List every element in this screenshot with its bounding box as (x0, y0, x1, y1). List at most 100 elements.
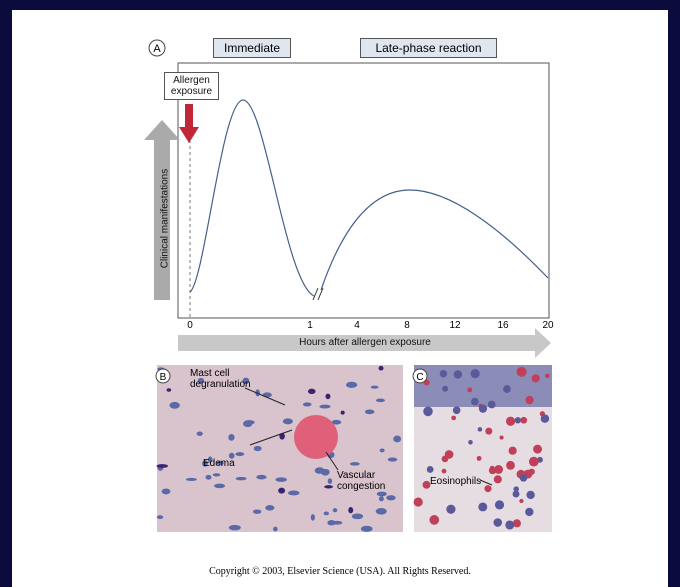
x-tick-label: 1 (307, 320, 313, 331)
x-axis-label: Hours after allergen exposure (230, 337, 500, 348)
cell (541, 414, 549, 422)
cell (520, 417, 527, 424)
page: A B C Copyright © 2003, Elsevier Science… (0, 0, 680, 587)
micrograph-b (157, 365, 403, 532)
nucleus (169, 402, 179, 409)
cell (442, 386, 448, 392)
cell (525, 396, 533, 404)
nucleus (156, 464, 168, 468)
nucleus (333, 508, 337, 512)
nucleus (162, 488, 171, 494)
nucleus (235, 452, 244, 456)
nucleus (315, 467, 325, 474)
nucleus (283, 418, 293, 424)
cell (545, 374, 550, 379)
cell (446, 505, 455, 514)
x-tick-label: 20 (542, 320, 554, 331)
nucleus (303, 402, 312, 406)
cell (506, 417, 515, 426)
nucleus (206, 475, 212, 480)
panel-label: C (416, 372, 423, 383)
x-tick-label: 16 (497, 320, 509, 331)
nucleus (275, 477, 287, 482)
cell (493, 518, 502, 527)
nucleus (377, 492, 387, 497)
cell (488, 401, 496, 409)
cell (526, 491, 534, 499)
nucleus (265, 505, 274, 511)
cell (414, 497, 423, 506)
nucleus (278, 488, 285, 494)
nucleus (371, 386, 379, 389)
phase-label: Late-phase reaction (360, 38, 497, 58)
y-axis-label: Clinical manifestations (160, 159, 171, 279)
cell (484, 485, 491, 492)
nucleus (393, 436, 401, 443)
cell (477, 456, 482, 461)
annotation: Edema (203, 458, 235, 469)
cell (478, 427, 483, 432)
cell (495, 500, 504, 509)
cell (423, 407, 433, 417)
figure: A B C Copyright © 2003, Elsevier Science… (0, 0, 680, 587)
nucleus (378, 366, 383, 371)
cell (509, 447, 517, 455)
nucleus (327, 520, 335, 525)
cell (427, 466, 434, 473)
nucleus (319, 405, 330, 409)
cell (515, 417, 521, 423)
plot-frame (178, 63, 549, 318)
cell (490, 466, 495, 471)
nucleus (228, 434, 234, 441)
nucleus (325, 394, 330, 400)
nucleus (341, 411, 345, 415)
nucleus (157, 515, 163, 519)
cell (503, 385, 511, 393)
nucleus (376, 508, 387, 515)
cell (517, 367, 527, 377)
nucleus (243, 420, 252, 427)
exposure-label: Allergen exposure (164, 72, 219, 100)
nucleus (386, 495, 395, 500)
nucleus (186, 478, 197, 481)
nucleus (263, 392, 272, 397)
x-tick-label: 8 (404, 320, 410, 331)
nucleus (346, 382, 357, 388)
nucleus (379, 496, 384, 501)
nucleus (197, 431, 203, 435)
nucleus (380, 448, 385, 452)
cell (525, 508, 533, 516)
nucleus (324, 485, 333, 488)
cell (505, 520, 514, 529)
cell (494, 475, 502, 483)
cell (529, 457, 539, 467)
exposure-arrow (179, 104, 199, 143)
nucleus (213, 473, 220, 476)
cell (467, 387, 472, 392)
nucleus (350, 462, 360, 466)
nucleus (273, 527, 278, 532)
cell (519, 499, 523, 503)
cell (479, 405, 487, 413)
copyright: Copyright © 2003, Elsevier Science (USA)… (209, 566, 471, 577)
panel-label: B (160, 372, 167, 383)
cell (520, 474, 527, 481)
cell (440, 370, 447, 377)
nucleus (328, 478, 332, 484)
panel-label: A (153, 43, 161, 55)
nucleus (324, 512, 329, 516)
cell (529, 469, 535, 475)
cell (468, 440, 473, 445)
nucleus (348, 507, 353, 513)
nucleus (236, 477, 247, 480)
annotation: Vascular congestion (337, 470, 397, 492)
vessel (294, 415, 338, 459)
phase-label: Immediate (213, 38, 291, 58)
cell (454, 370, 462, 378)
nucleus (167, 388, 172, 391)
nucleus (229, 525, 241, 531)
nucleus (308, 389, 316, 394)
cell (533, 445, 542, 454)
nucleus (361, 526, 373, 532)
nucleus (388, 458, 397, 462)
